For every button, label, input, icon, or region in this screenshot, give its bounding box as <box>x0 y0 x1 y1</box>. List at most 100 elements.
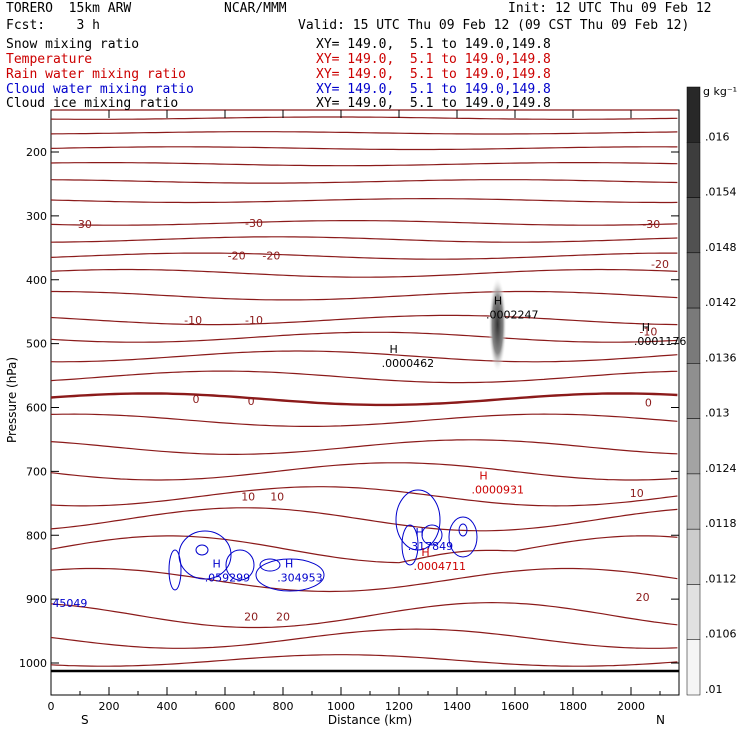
cloud-water-contour <box>259 558 281 572</box>
colorbar-segment <box>686 252 701 309</box>
valid-time: Valid: 15 UTC Thu 09 Feb 12 (09 CST Thu … <box>298 18 690 33</box>
isotherm-line <box>50 439 678 455</box>
isotherm-line <box>50 350 678 363</box>
maximum-value: .0004711 <box>414 560 467 573</box>
colorbar-label: .0148 <box>705 241 737 254</box>
isotherm-label: -30 <box>245 217 263 230</box>
y-tick-label: 300 <box>26 210 47 223</box>
isotherm-label: -10 <box>245 314 263 327</box>
cloud-water-contour <box>448 516 478 558</box>
x-tick-label: 2000 <box>617 700 645 713</box>
colorbar-label: .0124 <box>705 462 737 475</box>
isotherm-line <box>50 462 678 481</box>
isotherm-label: 0 <box>193 393 200 406</box>
y-tick-label: 200 <box>26 146 47 159</box>
colorbar-label: .0142 <box>705 296 737 309</box>
maximum-value: .0001176 <box>634 335 687 348</box>
isotherm-label: 10 <box>270 490 284 503</box>
isotherm-line <box>50 535 678 564</box>
maximum-symbol: H <box>389 343 397 356</box>
isotherm-line <box>50 162 678 167</box>
field-xy-rain: XY= 149.0, 5.1 to 149.0,149.8 <box>316 67 551 82</box>
x-tick-label: 1000 <box>327 700 355 713</box>
cloud-water-contour <box>168 549 182 591</box>
y-tick-label: 700 <box>26 465 47 478</box>
isotherm-label: 20 <box>244 610 258 623</box>
isotherm-line <box>50 116 678 120</box>
forecast-hour: Fcst: 3 h <box>6 18 100 33</box>
isotherm-line <box>50 314 678 326</box>
maximum-symbol: H <box>642 321 650 334</box>
x-tick-label: 400 <box>157 700 178 713</box>
cloud-water-contours <box>168 489 478 592</box>
isotherm-label: -10 <box>184 314 202 327</box>
field-xy-temperature: XY= 149.0, 5.1 to 149.0,149.8 <box>316 52 551 67</box>
cloud-water-contour <box>225 549 255 581</box>
x-tick-label: 800 <box>273 700 294 713</box>
isotherm-line <box>50 413 678 427</box>
x-tick-label: 600 <box>215 700 236 713</box>
isotherm-label: 10 <box>630 487 644 500</box>
colorbar-segment <box>686 418 701 475</box>
cloud-water-contour <box>421 524 443 546</box>
isotherm-label: -30 <box>642 218 660 231</box>
colorbar-unit: g kg⁻¹ <box>703 85 737 98</box>
colorbar-label: .01 <box>705 683 723 696</box>
isotherm-label: 20 <box>276 610 290 623</box>
maximum-value: .059299 <box>205 571 251 584</box>
maxima-labels: H.0002247H.0001176H.0000462H.0000931H.31… <box>52 294 686 610</box>
maximum-value: .317849 <box>408 540 454 553</box>
colorbar-segment <box>686 584 701 640</box>
y-tick-label: 500 <box>26 338 47 351</box>
field-xy-snow: XY= 149.0, 5.1 to 149.0,149.8 <box>316 37 551 52</box>
isotherm-line <box>50 486 678 507</box>
isotherm-line <box>50 654 678 667</box>
cloud-water-contour <box>255 558 325 592</box>
field-xy-cloud-water: XY= 149.0, 5.1 to 149.0,149.8 <box>316 82 551 97</box>
isotherm-line <box>50 179 678 184</box>
y-tick-label: 1000 <box>19 657 47 670</box>
maximum-value: .0002247 <box>486 308 539 321</box>
temperature-contours <box>50 109 679 673</box>
cloud-water-contour <box>458 523 468 537</box>
colorbar-segment <box>686 307 701 364</box>
field-name-cloud-ice: Cloud ice mixing ratio <box>6 96 179 111</box>
cloud-water-contour <box>195 544 209 556</box>
isotherm-label: 20 <box>636 591 650 604</box>
maximum-value: .304953 <box>277 571 323 584</box>
x-tick-label: 1400 <box>443 700 471 713</box>
field-name-temperature: Temperature <box>6 52 93 67</box>
maximum-symbol: H <box>416 526 424 539</box>
isotherm-line <box>50 331 678 343</box>
colorbar-segment <box>686 363 701 419</box>
isotherm-line <box>50 601 678 629</box>
contour-labels: -30 -30 -30 -20 -20 -20 -10 -10 -10 0 0 0 10 10 10 20 20… <box>74 217 669 623</box>
colorbar-segment <box>686 639 701 696</box>
maximum-symbol: H <box>479 469 487 482</box>
colorbar-label: .0106 <box>705 628 737 641</box>
maximum-symbol: H <box>494 294 502 307</box>
colorbar-segment <box>686 197 701 254</box>
colorbar-segment <box>686 142 701 198</box>
snow-mixing-ratio-shading <box>488 276 507 373</box>
y-tick-label: 800 <box>26 529 47 542</box>
isotherm-line <box>50 252 678 260</box>
field-xy-cloud-ice: XY= 149.0, 5.1 to 149.0,149.8 <box>316 96 551 111</box>
isotherm-label: -20 <box>228 249 246 262</box>
isotherm-line <box>50 370 678 384</box>
y-tick-label: 600 <box>26 402 47 415</box>
x-axis-title: Distance (km) <box>328 713 412 727</box>
isotherm-label: -30 <box>74 218 92 231</box>
isotherm-line <box>50 236 678 243</box>
isotherm-label: 0 <box>248 395 255 408</box>
isotherm-label: -10 <box>639 325 657 338</box>
colorbar-segment <box>686 528 701 585</box>
field-name-rain: Rain water mixing ratio <box>6 67 187 82</box>
cloud-water-contour <box>401 524 419 566</box>
plot-frame <box>50 109 680 696</box>
colorbar-label: .0118 <box>705 517 737 530</box>
isotherm-line <box>50 146 678 151</box>
init-time: Init: 12 UTC Thu 09 Feb 12 <box>508 1 712 16</box>
colorbar-segment <box>686 473 701 530</box>
isotherm-label: -20 <box>262 249 280 262</box>
